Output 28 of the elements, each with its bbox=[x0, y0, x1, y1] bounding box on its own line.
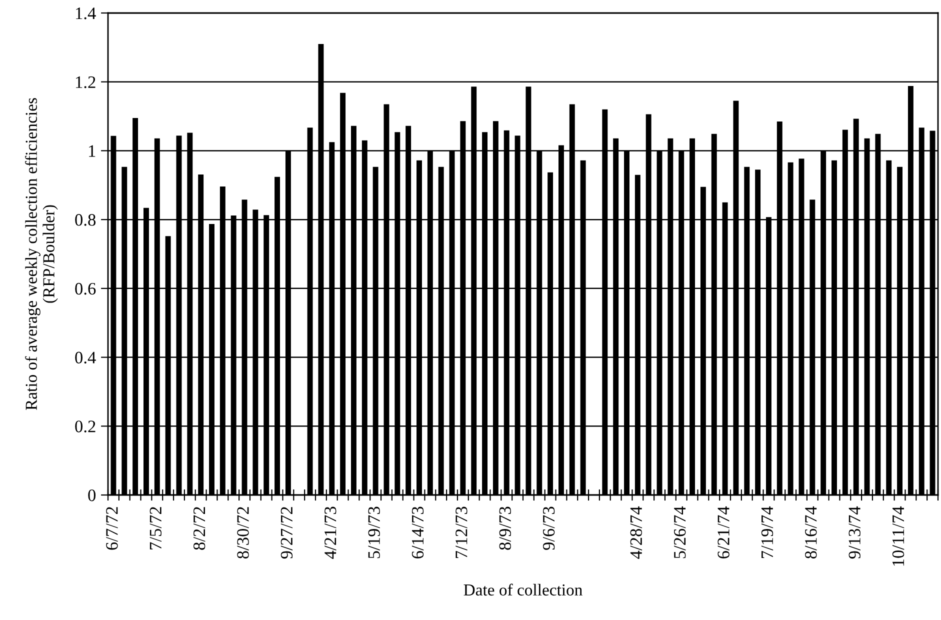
x-tick-label: 4/21/73 bbox=[324, 506, 336, 559]
x-tick-label: 10/11/74 bbox=[892, 506, 904, 566]
y-tick-label: 0.8 bbox=[75, 214, 96, 226]
x-axis-title: Date of collection bbox=[464, 584, 582, 596]
y-tick-label: 1.4 bbox=[76, 8, 96, 20]
x-tick-label: 6/7/72 bbox=[106, 507, 118, 550]
x-tick-label: 8/2/72 bbox=[193, 507, 206, 550]
x-tick-label: 4/28/74 bbox=[630, 506, 642, 559]
x-tick-label: 8/9/73 bbox=[499, 506, 511, 550]
y-tick-label: 0 bbox=[88, 489, 96, 502]
x-tick-label: 7/5/72 bbox=[150, 507, 162, 550]
y-tick-label: 1.2 bbox=[76, 76, 96, 88]
x-tick-label: 7/12/73 bbox=[456, 506, 468, 558]
x-tick-label: 5/19/73 bbox=[368, 506, 380, 558]
y-tick-label: 0.2 bbox=[75, 420, 96, 432]
y-tick-label: 1 bbox=[89, 145, 96, 157]
x-tick-label: 5/26/74 bbox=[674, 506, 686, 558]
y-tick-label: 0.6 bbox=[75, 282, 96, 295]
y-tick-label: 0.4 bbox=[75, 352, 96, 364]
x-tick-label: 6/21/74 bbox=[718, 506, 730, 558]
x-tick-label: 6/14/73 bbox=[412, 506, 424, 558]
x-tick-label: 9/6/73 bbox=[542, 506, 555, 550]
x-tick-label: 8/30/72 bbox=[237, 507, 249, 558]
x-tick-label: 7/19/74 bbox=[761, 506, 774, 558]
x-tick-label: 8/16/74 bbox=[805, 506, 817, 558]
x-tick-label: 9/27/72 bbox=[280, 507, 293, 559]
x-tick-label: 9/13/74 bbox=[848, 506, 860, 559]
y-axis-title: Ratio of average weekly collection efficiencies (RFP/Boulder) bbox=[25, 98, 58, 410]
